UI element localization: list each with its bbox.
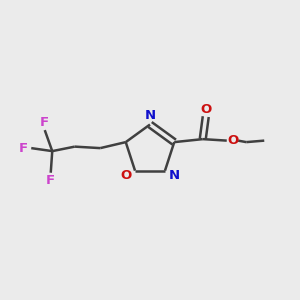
Text: N: N <box>144 109 156 122</box>
Text: O: O <box>120 169 132 182</box>
Text: F: F <box>40 116 49 129</box>
Text: O: O <box>228 134 239 147</box>
Text: N: N <box>168 169 180 182</box>
Text: O: O <box>200 103 212 116</box>
Text: F: F <box>19 142 28 154</box>
Text: F: F <box>46 174 55 187</box>
